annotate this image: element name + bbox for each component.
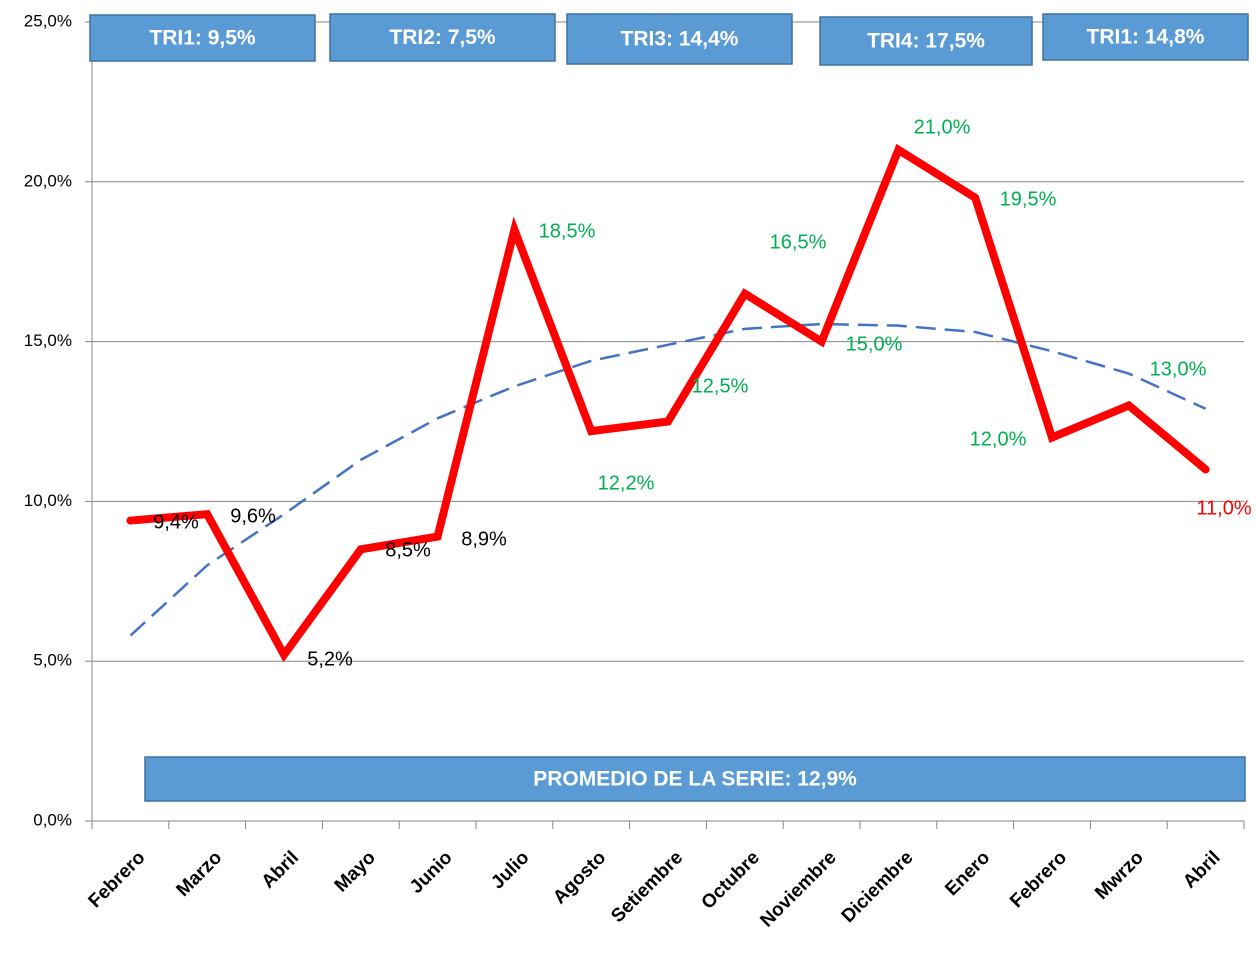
data-label: 12,5% <box>692 375 749 397</box>
x-tick-label: Agosto <box>549 847 610 908</box>
annotation-box-bg <box>1042 13 1249 61</box>
annotation-text: PROMEDIO DE LA SERIE: 12,9% <box>533 768 857 791</box>
data-label: 9,4% <box>153 511 199 533</box>
annotation-box: TRI1: 14,8% <box>1042 13 1249 61</box>
annotation-box: TRI1: 9,5% <box>89 14 316 62</box>
x-tick-label: Setiembre <box>607 847 687 927</box>
x-tick-label: Marzo <box>173 847 227 901</box>
y-tick-label: 15,0% <box>24 331 72 350</box>
annotation-text: TRI3: 14,4% <box>621 28 739 51</box>
data-label: 8,9% <box>461 528 507 550</box>
x-tick-label: Abril <box>1179 847 1224 892</box>
trendline <box>129 322 1207 637</box>
y-tick-label: 20,0% <box>24 171 72 190</box>
data-label: 16,5% <box>770 231 827 253</box>
data-label: 12,2% <box>598 472 655 494</box>
annotation-text: TRI2: 7,5% <box>389 26 496 49</box>
data-label: 9,6% <box>230 505 276 527</box>
data-label: 18,5% <box>539 220 596 242</box>
data-label: 5,2% <box>307 648 353 670</box>
line-series <box>126 143 1210 663</box>
annotation-text: TRI4: 17,5% <box>867 30 985 53</box>
annotation-text: TRI1: 9,5% <box>149 27 256 50</box>
data-label: 19,5% <box>1000 188 1057 210</box>
x-tick-label: Mwrzo <box>1091 847 1148 904</box>
data-label: 12,0% <box>970 428 1027 450</box>
annotation-box-bg <box>144 756 1246 802</box>
data-label: 11,0% <box>1196 497 1251 519</box>
annotation-box-bg <box>329 13 556 62</box>
x-tick-label: Noviembre <box>756 847 840 931</box>
y-tick-label: 5,0% <box>33 651 72 670</box>
x-tick-label: Febrero <box>85 847 150 912</box>
annotation-box: TRI2: 7,5% <box>329 13 556 62</box>
y-tick-label: 0,0% <box>33 810 72 829</box>
y-tick-label: 25,0% <box>24 11 72 30</box>
annotation-box: PROMEDIO DE LA SERIE: 12,9% <box>144 756 1246 802</box>
annotation-text: TRI1: 14,8% <box>1087 26 1205 49</box>
data-label: 13,0% <box>1150 358 1207 380</box>
x-tick-label: Febrero <box>1006 847 1071 912</box>
x-tick-label: Enero <box>941 847 994 900</box>
y-tick-label: 10,0% <box>24 491 72 510</box>
x-tick-label: Julio <box>487 847 533 893</box>
x-tick-label: Junio <box>406 847 457 898</box>
x-tick-label: Abril <box>258 847 303 892</box>
data-label: 8,5% <box>385 539 431 561</box>
data-label: 15,0% <box>846 333 903 355</box>
x-tick-label: Diciembre <box>838 847 918 927</box>
annotation-box-bg <box>566 13 793 65</box>
annotation-box: TRI3: 14,4% <box>566 13 793 65</box>
x-tick-label: Mayo <box>331 847 380 896</box>
annotation-box: TRI4: 17,5% <box>819 16 1033 66</box>
annotation-box-bg <box>89 14 316 62</box>
data-label: 21,0% <box>914 116 971 138</box>
annotation-box-bg <box>819 16 1033 66</box>
x-tick-label: Octubre <box>698 847 764 913</box>
